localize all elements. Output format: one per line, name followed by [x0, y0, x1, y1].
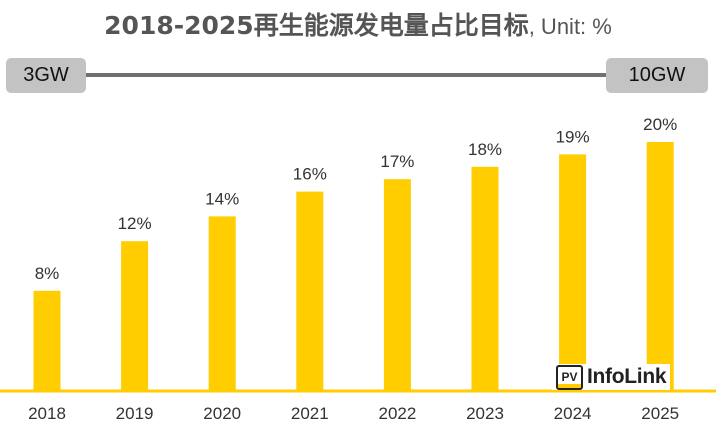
x-tick-label-2025: 2025: [641, 404, 679, 423]
x-tick-label-2020: 2020: [203, 404, 241, 423]
data-label-2022: 17%: [380, 152, 414, 171]
chart-title-main: 2018-2025再生能源发电量占比目标: [104, 11, 529, 40]
data-label-2023: 18%: [468, 140, 502, 159]
bar-2019: [121, 241, 149, 390]
bar-2022: [383, 179, 411, 390]
bar-2025: [646, 142, 674, 390]
chart-title-unit: , Unit: %: [528, 14, 612, 39]
data-label-2018: 8%: [35, 264, 60, 283]
x-tick-label-2023: 2023: [466, 404, 504, 423]
logo-text: InfoLink: [587, 365, 667, 388]
x-tick-label-2024: 2024: [554, 404, 592, 423]
bar-2018: [33, 290, 61, 390]
data-label-2021: 16%: [293, 165, 327, 184]
range-end-badge: 10GW: [606, 58, 708, 93]
bar-2020: [208, 216, 236, 390]
range-start-badge: 3GW: [6, 58, 86, 93]
x-tick-label-2018: 2018: [28, 404, 66, 423]
bar-2024: [559, 154, 587, 390]
bar-2021: [296, 191, 324, 390]
data-label-2024: 19%: [556, 127, 590, 146]
x-tick-label-2022: 2022: [378, 404, 416, 423]
data-label-2025: 20%: [643, 115, 677, 134]
x-tick-label-2021: 2021: [291, 404, 329, 423]
chart-title: 2018-2025再生能源发电量占比目标, Unit: %: [0, 6, 716, 42]
data-label-2020: 14%: [205, 189, 239, 208]
x-tick-label-2019: 2019: [116, 404, 154, 423]
pv-logo-icon: PV: [556, 364, 583, 390]
infolink-logo: PV InfoLink: [552, 364, 671, 390]
data-label-2019: 12%: [118, 214, 152, 233]
bar-2023: [471, 166, 499, 390]
